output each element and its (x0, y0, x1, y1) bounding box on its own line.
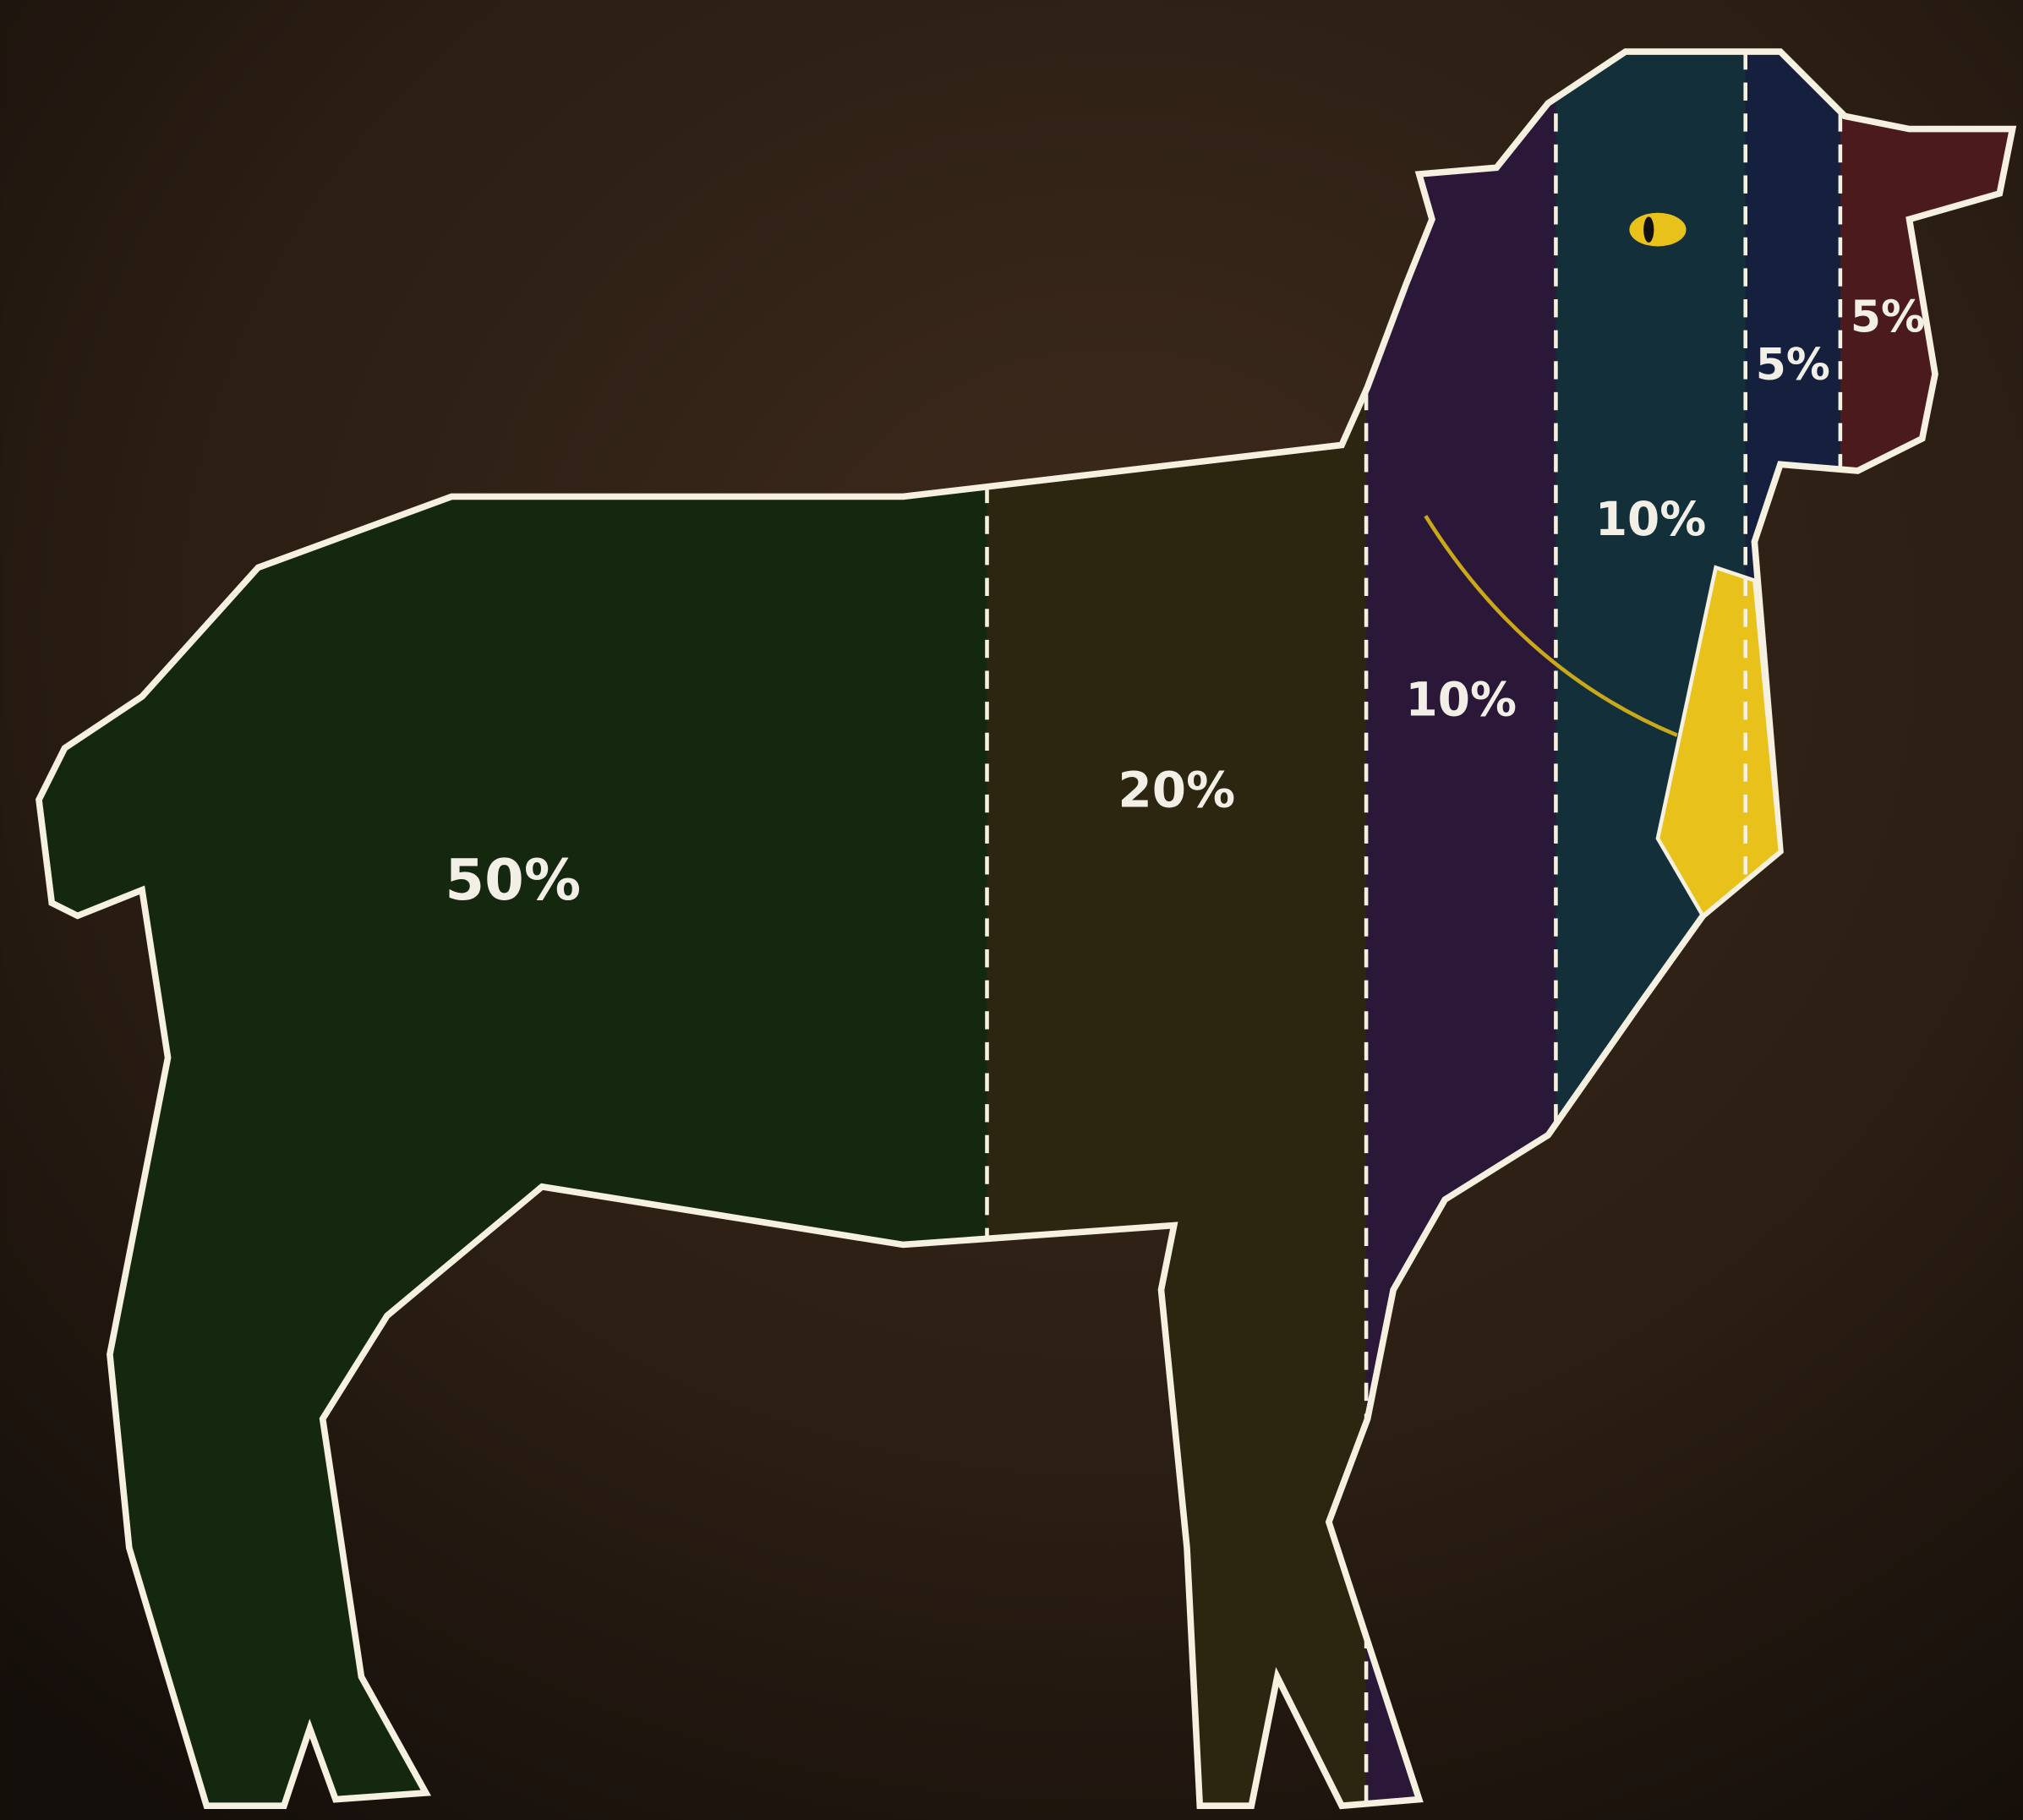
value-label: 20% (1118, 762, 1235, 819)
chart: 50% 20% 10% 10% 5% 5% (0, 0, 2023, 1820)
value-label: 10% (1595, 492, 1706, 546)
value-label: 5% (1851, 292, 1925, 342)
value-label: 10% (1406, 673, 1517, 727)
value-label: 5% (1756, 340, 1830, 391)
page: 50%20%10%10%5%5% (() => { const data = J… (0, 0, 2023, 1820)
eye (1629, 213, 1686, 247)
pupil (1643, 216, 1654, 243)
value-label: 50% (445, 847, 581, 913)
